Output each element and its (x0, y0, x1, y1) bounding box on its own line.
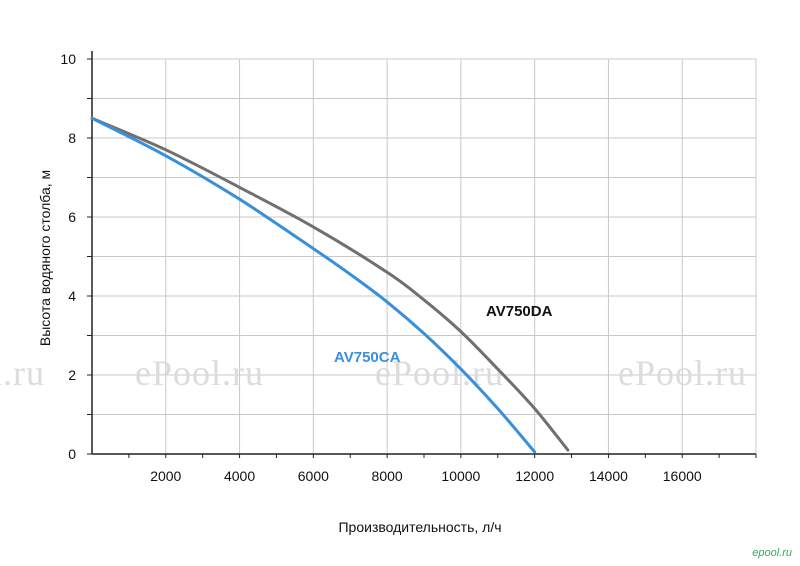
series-label-av750ca: AV750CA (334, 349, 401, 366)
series-line-av750da (90, 116, 570, 452)
x-tick-label: 8000 (372, 468, 403, 484)
x-tick-label: 10000 (441, 468, 480, 484)
watermark: l.ru ePool.ru ePool.ru ePool.ru (0, 353, 747, 393)
x-tick-label: 14000 (589, 468, 628, 484)
grid (92, 58, 757, 454)
y-axis-label: Высота водяного столба, м (37, 170, 53, 346)
series-labels: AV750DA AV750CA (334, 303, 553, 366)
y-tick-label: 4 (68, 288, 76, 304)
x-tick-label: 6000 (298, 468, 329, 484)
series (90, 116, 570, 454)
y-tick-label: 10 (60, 51, 76, 67)
x-tick-label: 4000 (224, 468, 255, 484)
series-label-av750da: AV750DA (486, 303, 553, 320)
axes: 2000 4000 6000 8000 10000 12000 14000 16000 0 2 4 6… (60, 51, 757, 484)
x-tick-label: 12000 (515, 468, 554, 484)
watermark-text: l.ru (0, 353, 45, 393)
x-tick-label: 2000 (150, 468, 181, 484)
series-line-av750ca (90, 116, 537, 454)
y-tick-label: 6 (68, 209, 76, 225)
x-axis-label: Производительность, л/ч (338, 519, 501, 535)
y-tick-label: 2 (68, 367, 76, 383)
watermark-text: ePool.ru (375, 353, 504, 393)
y-tick-label: 8 (68, 130, 76, 146)
x-tick-label: 16000 (663, 468, 702, 484)
watermark-text: ePool.ru (135, 353, 264, 393)
watermark-text: ePool.ru (618, 353, 747, 393)
brand-logo-text: epool.ru (752, 547, 792, 559)
y-tick-label: 0 (68, 446, 76, 462)
